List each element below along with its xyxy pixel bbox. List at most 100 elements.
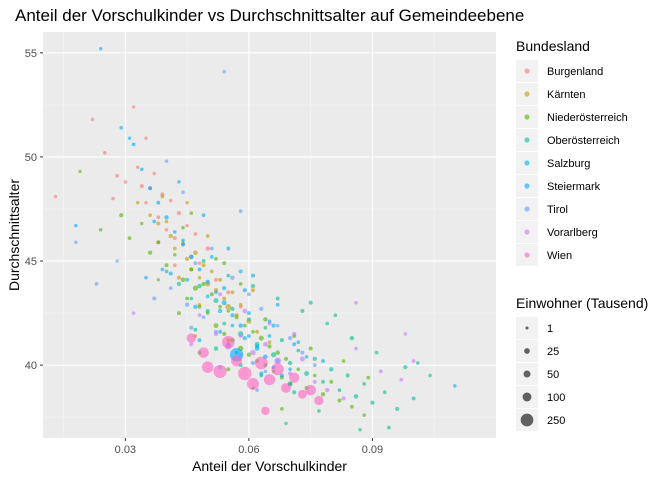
data-point bbox=[304, 355, 309, 359]
data-point bbox=[74, 240, 78, 245]
data-point bbox=[292, 342, 297, 347]
data-point bbox=[218, 329, 223, 334]
data-point bbox=[197, 283, 202, 289]
data-point bbox=[135, 200, 140, 205]
data-point bbox=[193, 261, 198, 266]
data-point bbox=[238, 366, 252, 381]
data-point bbox=[403, 365, 408, 370]
legend-dot-kärnten bbox=[524, 91, 530, 97]
data-point bbox=[247, 334, 251, 338]
data-point bbox=[366, 375, 371, 380]
data-point bbox=[160, 267, 165, 272]
data-point bbox=[197, 304, 202, 309]
data-point bbox=[399, 377, 404, 382]
data-point bbox=[312, 363, 317, 367]
data-point bbox=[238, 282, 243, 286]
data-point bbox=[304, 371, 310, 376]
data-point bbox=[395, 406, 400, 411]
data-point bbox=[292, 331, 297, 337]
data-point bbox=[281, 383, 291, 393]
data-point bbox=[213, 298, 219, 304]
data-point bbox=[263, 369, 268, 374]
data-point bbox=[353, 394, 359, 399]
data-point bbox=[156, 200, 161, 205]
data-point bbox=[370, 400, 375, 405]
data-point bbox=[164, 215, 169, 220]
data-point bbox=[275, 296, 280, 301]
chart-title: Anteil der Vorschulkinder vs Durchschnit… bbox=[15, 6, 524, 25]
data-point bbox=[164, 263, 169, 268]
legend-dot-burgenland bbox=[524, 68, 530, 74]
data-point bbox=[119, 213, 124, 218]
data-point bbox=[176, 210, 182, 216]
data-point bbox=[238, 209, 243, 213]
data-point bbox=[53, 194, 58, 199]
data-point bbox=[238, 302, 243, 307]
data-point bbox=[296, 367, 301, 372]
y-tick-label: 50 bbox=[25, 152, 37, 164]
data-point bbox=[226, 246, 231, 251]
data-point bbox=[271, 323, 276, 328]
data-point bbox=[152, 296, 157, 301]
data-point bbox=[168, 271, 173, 276]
legend-label: Tirol bbox=[547, 204, 568, 216]
data-point bbox=[205, 294, 210, 299]
data-point bbox=[250, 273, 256, 278]
data-point bbox=[250, 349, 256, 356]
data-point bbox=[226, 367, 231, 372]
data-point bbox=[349, 335, 355, 341]
data-point bbox=[197, 261, 202, 265]
data-point bbox=[127, 136, 132, 140]
data-point bbox=[283, 356, 289, 361]
data-point bbox=[242, 288, 247, 293]
data-point bbox=[197, 338, 202, 343]
data-point bbox=[78, 169, 82, 174]
legend-dot-steiermark bbox=[524, 183, 530, 189]
data-point bbox=[263, 325, 268, 330]
data-point bbox=[197, 313, 202, 318]
data-point bbox=[230, 306, 235, 312]
data-point bbox=[238, 333, 243, 339]
data-point bbox=[214, 277, 218, 282]
data-point bbox=[230, 323, 235, 328]
data-point bbox=[247, 377, 259, 390]
data-point bbox=[189, 211, 194, 215]
data-point bbox=[222, 321, 227, 326]
data-point bbox=[218, 292, 223, 297]
data-point bbox=[242, 323, 247, 328]
data-point bbox=[148, 186, 153, 191]
data-point bbox=[119, 126, 123, 130]
data-point bbox=[246, 292, 251, 297]
data-point bbox=[164, 219, 169, 224]
data-point bbox=[333, 313, 338, 318]
data-point bbox=[267, 344, 272, 349]
data-point bbox=[341, 359, 346, 363]
data-point bbox=[189, 296, 194, 301]
data-point bbox=[222, 69, 226, 74]
data-point bbox=[258, 335, 264, 341]
data-point bbox=[378, 369, 383, 374]
data-point bbox=[205, 234, 210, 238]
data-point bbox=[222, 335, 235, 349]
data-point bbox=[140, 167, 144, 172]
data-point bbox=[205, 246, 210, 251]
data-point bbox=[267, 321, 272, 326]
data-point bbox=[168, 198, 173, 203]
data-point bbox=[168, 286, 173, 290]
data-point bbox=[180, 277, 186, 283]
data-point bbox=[164, 228, 169, 232]
data-point bbox=[226, 290, 231, 295]
data-point bbox=[299, 356, 305, 362]
data-point bbox=[230, 275, 235, 280]
data-point bbox=[201, 315, 206, 320]
legend-label: Vorarlberg bbox=[547, 227, 598, 239]
data-point bbox=[238, 352, 243, 357]
legend-label: Niederösterreich bbox=[547, 112, 628, 124]
data-point bbox=[270, 352, 277, 358]
data-point bbox=[197, 267, 202, 272]
size-legend-label: 250 bbox=[547, 415, 565, 427]
x-axis: 0.03 0.06 0.09 bbox=[115, 438, 383, 456]
data-point bbox=[255, 329, 260, 334]
data-point bbox=[152, 171, 156, 176]
data-point bbox=[354, 346, 358, 351]
